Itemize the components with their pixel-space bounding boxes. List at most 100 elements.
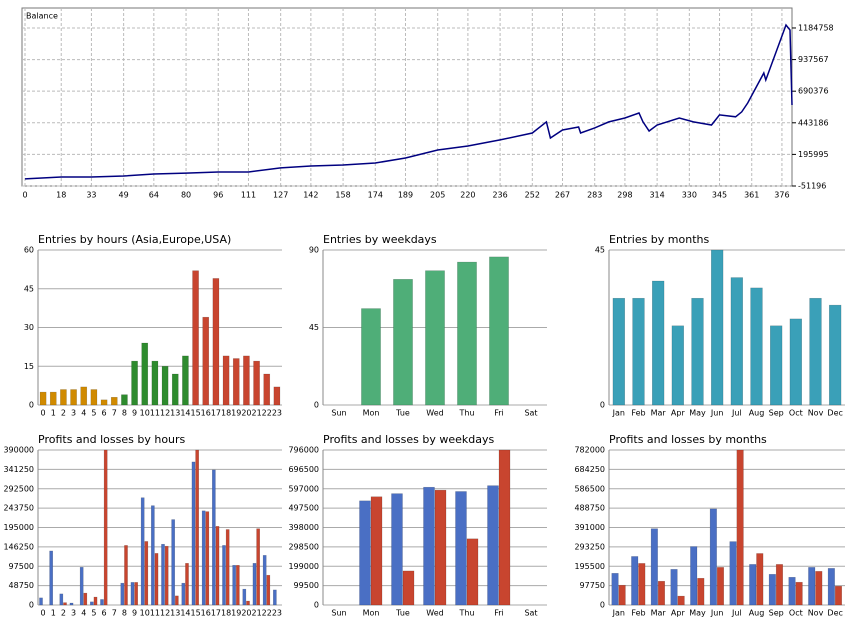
bar (815, 571, 823, 606)
y-tick-label: 684250 (574, 465, 605, 474)
x-tick-label: 4 (81, 409, 86, 418)
bar (246, 600, 250, 606)
bar (631, 556, 639, 606)
x-tick-label: Mon (363, 409, 380, 418)
y-tick-label: 597000 (288, 484, 319, 493)
x-tick-label: 22 (262, 609, 272, 618)
bar (370, 496, 383, 606)
bar (434, 489, 447, 606)
y-tick-label: 937567 (798, 55, 829, 64)
x-tick-label: 7 (112, 609, 117, 618)
x-tick-label: Aug (749, 409, 765, 418)
bar (618, 584, 626, 606)
bar (182, 355, 189, 406)
bar (709, 508, 717, 606)
bar (202, 316, 210, 406)
bar (749, 564, 757, 606)
bar (191, 461, 196, 606)
x-tick-label: May (689, 609, 706, 618)
x-tick-label: 6 (102, 609, 107, 618)
x-tick-label: Nov (808, 609, 824, 618)
bar (59, 593, 64, 606)
x-tick-label: Fri (494, 409, 504, 418)
x-tick-label: 2 (61, 609, 66, 618)
bar (154, 553, 159, 606)
x-tick-label: Apr (671, 609, 686, 618)
x-tick-label: Dec (827, 409, 842, 418)
x-tick-label: 1 (51, 609, 56, 618)
bar (215, 526, 220, 606)
x-tick-label: Mon (363, 609, 380, 618)
x-tick-label: 19 (231, 609, 241, 618)
y-tick-label: 195000 (3, 523, 34, 532)
bar (455, 491, 467, 606)
y-tick-label: 0 (314, 601, 319, 610)
bar (232, 565, 236, 606)
x-tick-label: 23 (272, 609, 282, 618)
bar (93, 596, 98, 606)
x-tick-label: 18 (221, 409, 231, 418)
bar (232, 358, 240, 406)
bar (252, 563, 257, 606)
x-tick-label: 4 (81, 609, 86, 618)
bar (195, 449, 199, 606)
x-tick-label: 298 (617, 191, 632, 200)
bar (402, 570, 415, 606)
y-tick-label: 292500 (3, 484, 34, 493)
bar (650, 528, 658, 606)
bar (808, 567, 816, 606)
bar (795, 581, 803, 606)
bar (124, 545, 128, 606)
bar (141, 342, 149, 406)
bar (130, 582, 135, 606)
y-tick-label: 391000 (574, 523, 605, 532)
x-tick-label: 20 (241, 409, 251, 418)
bar (466, 538, 479, 606)
bar (697, 577, 705, 606)
x-tick-label: Feb (631, 409, 645, 418)
bar (423, 486, 435, 606)
x-tick-label: 111 (241, 191, 256, 200)
x-tick-label: 9 (132, 409, 137, 418)
y-tick-label: 0 (600, 401, 605, 410)
y-tick-label: 45 (309, 323, 319, 332)
x-tick-label: 205 (430, 191, 445, 200)
y-tick-label: 782000 (574, 446, 605, 455)
x-tick-label: 21 (251, 609, 261, 618)
y-tick-label: 146250 (3, 542, 34, 551)
bar (175, 595, 179, 606)
bar (834, 585, 842, 606)
x-tick-label: Jan (612, 409, 625, 418)
bar (361, 308, 381, 406)
bar (489, 256, 509, 406)
chart-title: Entries by months (609, 233, 709, 246)
x-tick-label: 17 (211, 609, 221, 618)
bar (100, 599, 104, 606)
y-tick-label: 497500 (288, 504, 319, 513)
x-tick-label: 11 (150, 609, 160, 618)
x-tick-label: Tue (395, 609, 410, 618)
bar (736, 449, 744, 606)
bar (393, 279, 413, 406)
bar (222, 355, 230, 406)
bar (242, 588, 247, 606)
bar (266, 574, 271, 606)
bar (243, 355, 250, 406)
y-tick-label: 398000 (288, 523, 319, 532)
x-tick-label: Sat (524, 409, 537, 418)
y-tick-label: -51196 (798, 182, 826, 191)
bar (212, 278, 220, 406)
bar (750, 287, 763, 406)
y-tick-label: 796000 (288, 446, 319, 455)
bar (391, 493, 403, 606)
y-tick-label: 90 (309, 246, 319, 255)
x-tick-label: 1 (51, 409, 56, 418)
x-tick-label: May (689, 409, 706, 418)
x-tick-label: 158 (335, 191, 350, 200)
x-tick-label: 15 (190, 409, 200, 418)
y-tick-label: 0 (600, 601, 605, 610)
bar (144, 541, 149, 606)
bar (789, 318, 802, 406)
bar (205, 511, 210, 606)
